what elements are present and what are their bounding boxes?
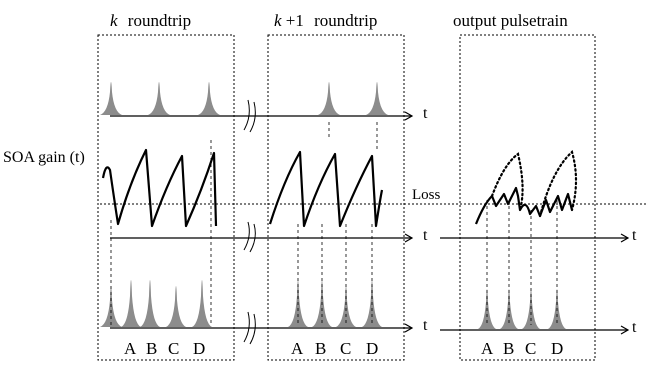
label-k1-D: D [366, 339, 378, 358]
envelope-first [490, 152, 524, 212]
header-k1-plus: +1 [286, 11, 304, 30]
gain-curve-output [474, 186, 574, 225]
panel-output-frame [459, 34, 596, 361]
header-k1-italic: k [274, 11, 282, 30]
bottom-pulse-k-B [140, 280, 160, 327]
unsaturated-gain-envelope [490, 150, 578, 218]
label-k1-C: C [340, 339, 351, 358]
break-bottom-2 [249, 313, 256, 345]
header-k1-rest: roundtrip [314, 11, 377, 30]
header-k-rest: roundtrip [128, 11, 191, 30]
axis-top-arrowhead [404, 111, 414, 121]
axis-break-marks [243, 99, 256, 345]
top-pulse-k-1 [100, 82, 122, 115]
break-top-1 [243, 99, 250, 131]
gain-curve-k1 [268, 150, 384, 228]
header-output-pulsetrain: output pulsetrain [453, 11, 568, 30]
break-mid-2 [249, 223, 256, 253]
header-k-italic: k [110, 11, 118, 30]
label-k1-B: B [315, 339, 326, 358]
bottom-pulse-k1-C [336, 286, 356, 327]
axis-mid-left-arrowhead [404, 233, 414, 243]
axis-mid-right-arrowhead [620, 233, 630, 243]
t-label-bottom-left: t [423, 317, 428, 334]
loss-label: Loss [412, 187, 441, 203]
bottom-pulse-k-A [121, 280, 141, 327]
envelope-second [538, 150, 578, 218]
pulse-labels-k: A B C D [124, 339, 205, 358]
bottom-pulse-k-D [192, 280, 212, 327]
panel-k1-frame [267, 34, 405, 361]
axis-bottom-left-arrowhead [404, 323, 414, 333]
break-top-2 [249, 101, 256, 133]
label-k1-A: A [291, 339, 304, 358]
break-bottom-1 [243, 311, 250, 343]
bottom-row-pulses [100, 280, 566, 329]
t-label-mid-left: t [423, 227, 428, 244]
t-label-bottom-right: t [632, 319, 637, 336]
time-axes [110, 111, 630, 335]
label-out-A: A [481, 339, 494, 358]
label-out-B: B [503, 339, 514, 358]
soa-gain-curves [101, 148, 574, 228]
pulse-labels-k1: A B C D [291, 339, 378, 358]
top-pulse-k1-2 [366, 82, 388, 115]
top-row-pulses [100, 82, 388, 115]
axis-bottom-right-arrowhead [620, 325, 630, 335]
panel-k-frame [97, 34, 235, 361]
label-k-B: B [146, 339, 157, 358]
t-label-mid-right: t [632, 227, 637, 244]
top-pulse-k1-1 [318, 82, 340, 115]
header-k1-roundtrip: k +1 roundtrip [274, 11, 377, 30]
bottom-pulse-k-C [166, 286, 186, 327]
pulse-labels-output: A B C D [481, 339, 563, 358]
gain-curve-k [101, 148, 218, 228]
t-label-top: t [423, 105, 428, 122]
break-mid-1 [243, 221, 250, 251]
label-out-D: D [551, 339, 563, 358]
guide-lines [110, 122, 558, 325]
label-k-D: D [193, 339, 205, 358]
label-k-C: C [168, 339, 179, 358]
top-pulse-k-2 [148, 82, 170, 115]
header-k-roundtrip: k roundtrip [110, 11, 191, 30]
label-k-A: A [124, 339, 137, 358]
label-out-C: C [525, 339, 536, 358]
soa-gain-label: SOA gain (t) [3, 149, 85, 166]
top-pulse-k-3 [198, 82, 220, 115]
